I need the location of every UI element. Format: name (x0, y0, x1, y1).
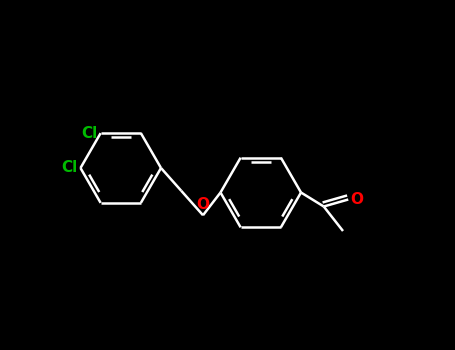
Text: O: O (350, 192, 363, 207)
Text: Cl: Cl (61, 161, 77, 175)
Text: O: O (197, 197, 209, 212)
Text: Cl: Cl (81, 126, 97, 141)
